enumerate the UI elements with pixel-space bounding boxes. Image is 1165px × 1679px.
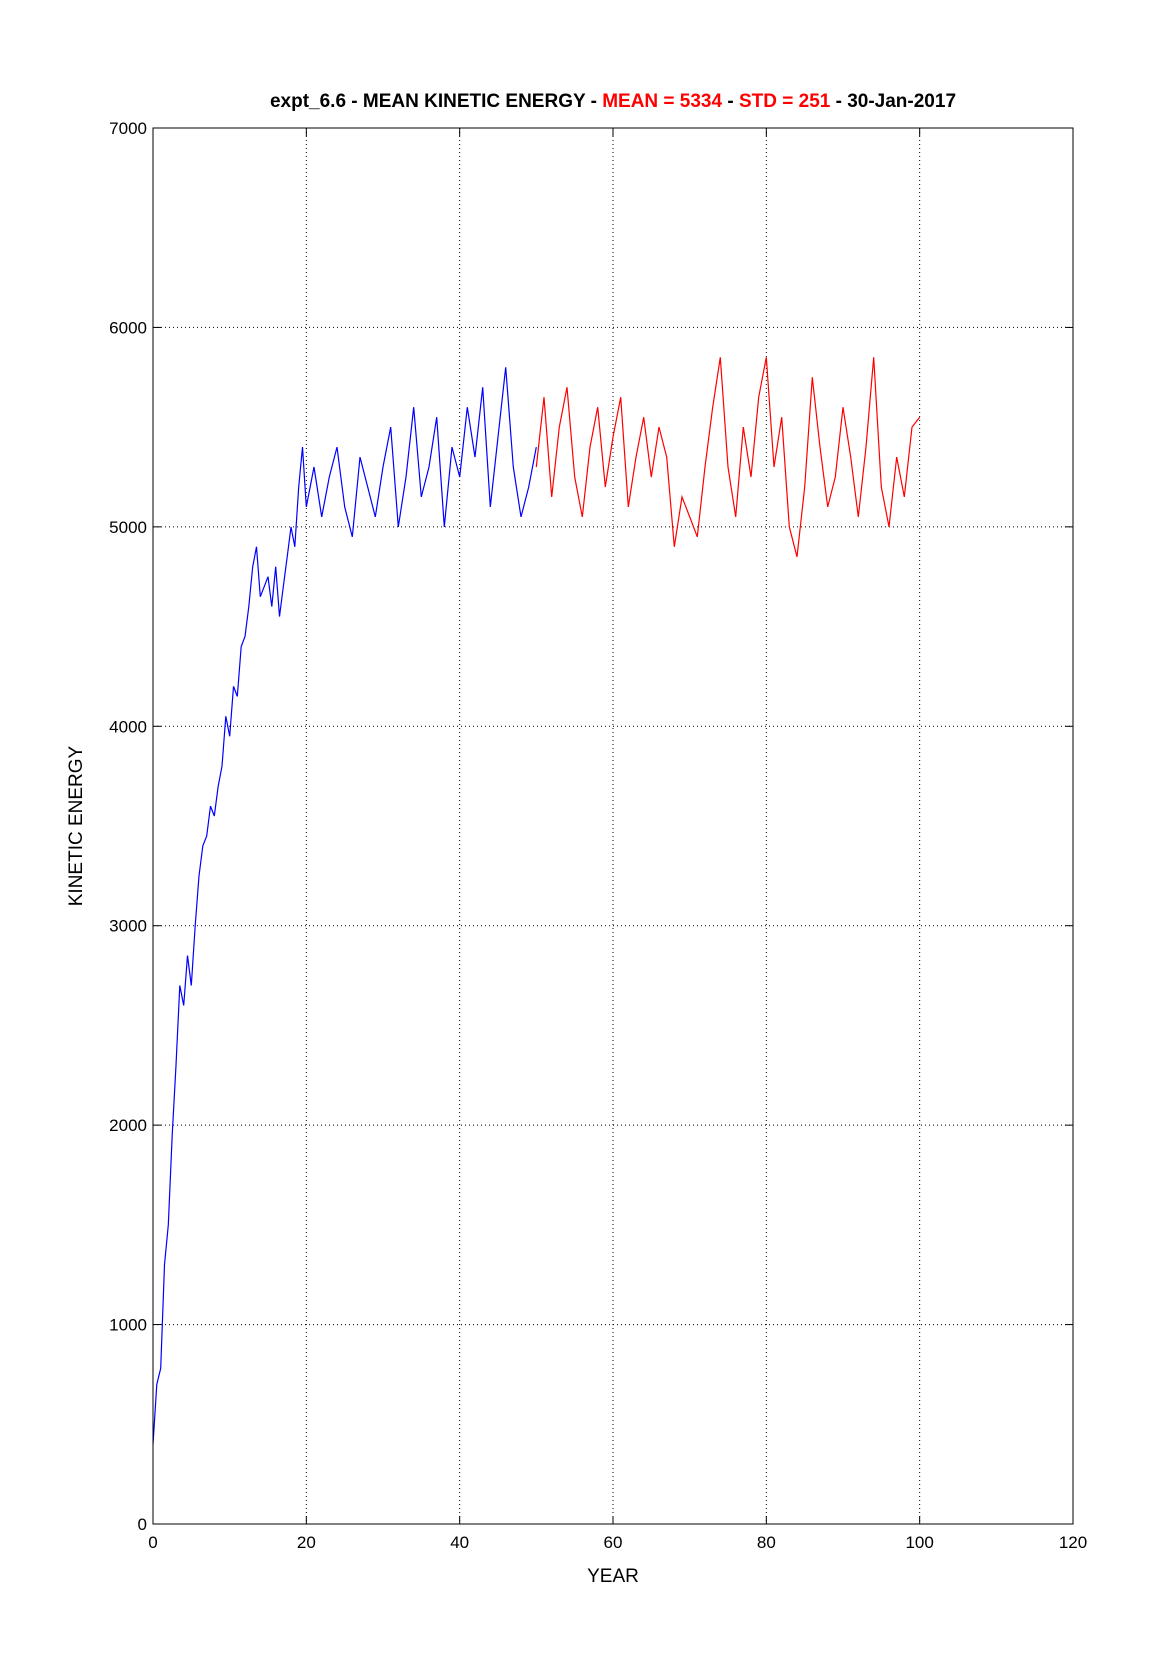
y-tick-label: 3000 — [109, 917, 147, 936]
x-tick-label: 120 — [1059, 1533, 1087, 1552]
plot-frame — [152, 127, 1074, 1525]
chart-title: expt_6.6 - MEAN KINETIC ENERGY - MEAN = … — [270, 91, 956, 112]
series-layer — [152, 357, 921, 1445]
x-tick-label: 80 — [757, 1533, 776, 1552]
title-part: - 30-Jan-2017 — [830, 91, 956, 112]
y-tick-label: 2000 — [109, 1116, 147, 1135]
x-tick-label: 100 — [905, 1533, 933, 1552]
series-line-1 — [152, 367, 537, 1445]
x-tick-label: 40 — [450, 1533, 469, 1552]
y-tick-label: 6000 — [109, 318, 147, 337]
x-tick-labels: 0 20 40 60 80 100 120 — [148, 1533, 1087, 1552]
grid-lines — [153, 128, 1073, 1524]
y-tick-label: 0 — [138, 1515, 147, 1534]
title-part: expt_6.6 - MEAN KINETIC ENERGY - — [270, 91, 602, 112]
title-part: - — [722, 91, 739, 112]
x-tick-label: 0 — [148, 1533, 157, 1552]
y-tick-label: 5000 — [109, 518, 147, 537]
y-tick-label: 7000 — [109, 119, 147, 138]
y-tick-labels: 0 1000 2000 3000 4000 5000 6000 7000 — [109, 119, 147, 1534]
series-line-2 — [535, 357, 921, 557]
y-tick-label: 1000 — [109, 1316, 147, 1335]
title-part: MEAN = 5334 — [602, 91, 722, 112]
y-axis-label: KINETIC ENERGY — [66, 745, 87, 906]
x-tick-label: 20 — [297, 1533, 316, 1552]
title-part: STD = 251 — [739, 91, 831, 112]
y-tick-label: 4000 — [109, 717, 147, 736]
tick-marks — [152, 127, 1074, 1525]
x-axis-label: YEAR — [587, 1566, 639, 1587]
x-tick-label: 60 — [604, 1533, 623, 1552]
